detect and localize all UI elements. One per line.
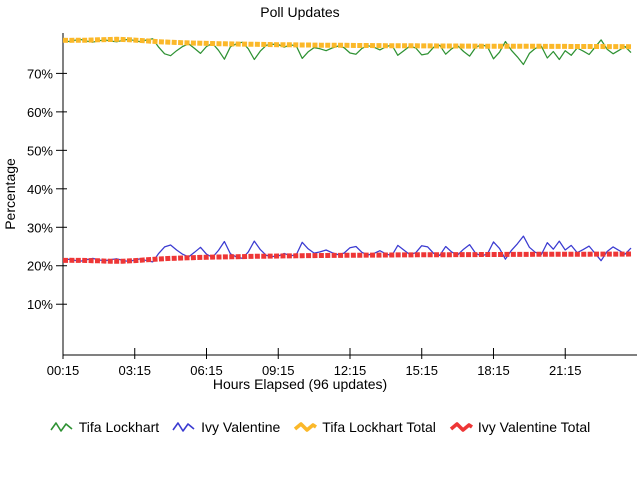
tifa-lockhart-total-legend-icon: [294, 422, 318, 432]
x-axis-label: Hours Elapsed (96 updates): [213, 376, 387, 392]
chart-legend: Tifa Lockhart Ivy Valentine Tifa Lockhart …: [0, 419, 640, 435]
y-axis-label: Percentage: [2, 158, 18, 230]
x-tick-label: 09:15: [262, 363, 295, 378]
y-tick-label: 30%: [27, 220, 53, 235]
chart-title: Poll Updates: [260, 4, 339, 20]
y-tick-label: 60%: [27, 105, 53, 120]
tifa-lockhart-legend-line: [50, 422, 73, 432]
y-tick-label: 50%: [27, 143, 53, 158]
tifa-lockhart-total-line: [62, 36, 632, 50]
ivy-valentine-legend-icon: [172, 422, 195, 432]
tifa-lockhart-total-legend-line: [294, 422, 318, 432]
ivy-valentine-total-legend-line: [449, 422, 473, 432]
y-tick-label: 70%: [27, 66, 53, 81]
tifa-lockhart-legend-icon: [50, 422, 73, 432]
tifa-lockhart-line: [62, 38, 632, 66]
legend-label-tifa-lockhart: Tifa Lockhart: [78, 419, 160, 435]
x-tick-label: 03:15: [118, 363, 151, 378]
legend-label-tifa-lockhart-total: Tifa Lockhart Total: [322, 419, 436, 435]
x-tick-label: 15:15: [405, 363, 438, 378]
y-tick-label: 10%: [27, 297, 53, 312]
ivy-valentine-total-legend-icon: [449, 422, 473, 432]
y-tick-label: 20%: [27, 259, 53, 274]
legend-label-ivy-valentine-total: Ivy Valentine Total: [477, 419, 591, 435]
legend-item-tifa-lockhart: Tifa Lockhart: [50, 419, 159, 435]
axes: 10% 20% 30% 40% 50% 60% 70% 00:15 03:15 06:15 09:1…: [27, 33, 637, 378]
y-tick-label: 40%: [27, 182, 53, 197]
legend-label-ivy-valentine: Ivy Valentine: [201, 419, 281, 435]
ivy-valentine-line: [62, 235, 632, 263]
ivy-valentine-total-line: [62, 251, 632, 264]
legend-item-ivy-valentine: Ivy Valentine: [172, 419, 280, 435]
legend-item-tifa-lockhart-total: Tifa Lockhart Total: [293, 419, 436, 435]
legend-item-ivy-valentine-total: Ivy Valentine Total: [449, 419, 590, 435]
ivy-valentine-legend-line: [172, 422, 195, 432]
x-tick-label: 18:15: [477, 363, 510, 378]
x-tick-label: 12:15: [334, 363, 367, 378]
series-lines: [62, 36, 632, 264]
x-tick-label: 21:15: [549, 363, 582, 378]
x-tick-label: 06:15: [190, 363, 223, 378]
x-tick-label: 00:15: [47, 363, 80, 378]
